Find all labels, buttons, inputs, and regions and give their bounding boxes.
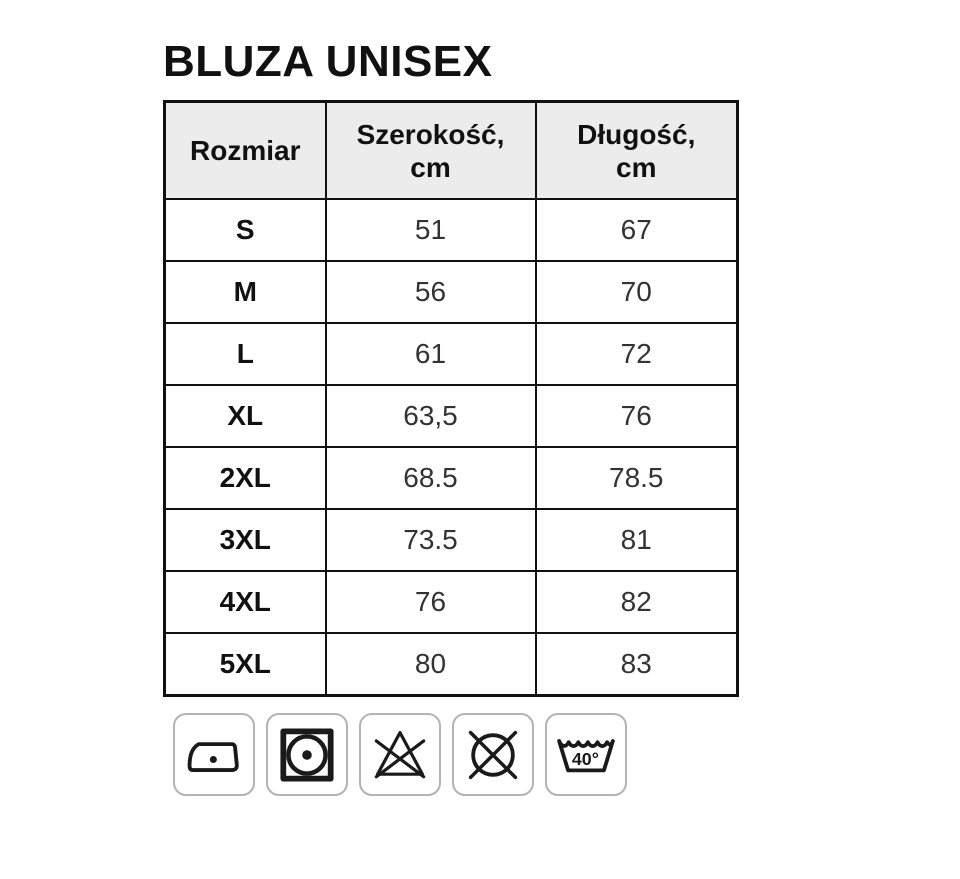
length-value: 83: [534, 632, 739, 697]
table-row: 4XL 76 82: [163, 570, 739, 634]
width-value: 68.5: [324, 446, 537, 510]
table-row: XL 63,5 76: [163, 384, 739, 448]
crossed-circle-icon: [468, 730, 518, 779]
size-label: L: [163, 322, 327, 386]
table-row: 5XL 80 83: [163, 632, 739, 697]
width-value: 63,5: [324, 384, 537, 448]
size-label: M: [163, 260, 327, 324]
width-value: 80: [324, 632, 537, 697]
wash-tub-40-icon: 40°: [557, 738, 615, 772]
table-row: 3XL 73.5 81: [163, 508, 739, 572]
table-row: 2XL 68.5 78.5: [163, 446, 739, 510]
care-symbol-tumble-dry: [266, 713, 348, 796]
width-value: 76: [324, 570, 537, 634]
care-symbol-do-not-dry-clean: [452, 713, 534, 796]
length-value: 78.5: [534, 446, 739, 510]
width-value: 61: [324, 322, 537, 386]
care-symbol-do-not-bleach: [359, 713, 441, 796]
width-value: 73.5: [324, 508, 537, 572]
table-row: M 56 70: [163, 260, 739, 324]
size-table: Rozmiar Szerokość, cm Długość, cm S 51 6…: [163, 100, 739, 697]
width-value: 56: [324, 260, 537, 324]
length-value: 67: [534, 198, 739, 262]
size-label: 2XL: [163, 446, 327, 510]
size-label: 4XL: [163, 570, 327, 634]
length-value: 82: [534, 570, 739, 634]
tumble-dry-one-dot-icon: [280, 727, 334, 782]
size-label: XL: [163, 384, 327, 448]
care-symbols-row: 40°: [173, 713, 960, 796]
column-header-length: Długość, cm: [534, 100, 739, 200]
length-value: 70: [534, 260, 739, 324]
iron-one-dot-icon: [187, 741, 239, 772]
column-header-width: Szerokość, cm: [324, 100, 537, 200]
care-symbol-wash-40: 40°: [545, 713, 627, 796]
width-value: 51: [324, 198, 537, 262]
size-label: 3XL: [163, 508, 327, 572]
column-header-size: Rozmiar: [163, 100, 327, 200]
length-value: 76: [534, 384, 739, 448]
length-value: 72: [534, 322, 739, 386]
size-label: S: [163, 198, 327, 262]
care-symbol-iron-low-heat: [173, 713, 255, 796]
page-title: BLUZA UNISEX: [163, 37, 493, 86]
size-label: 5XL: [163, 632, 327, 697]
crossed-triangle-icon: [374, 730, 426, 778]
length-value: 81: [534, 508, 739, 572]
table-row: L 61 72: [163, 322, 739, 386]
table-row: S 51 67: [163, 198, 739, 262]
table-header-row: Rozmiar Szerokość, cm Długość, cm: [163, 100, 739, 200]
wash-temperature-label: 40°: [572, 749, 599, 769]
